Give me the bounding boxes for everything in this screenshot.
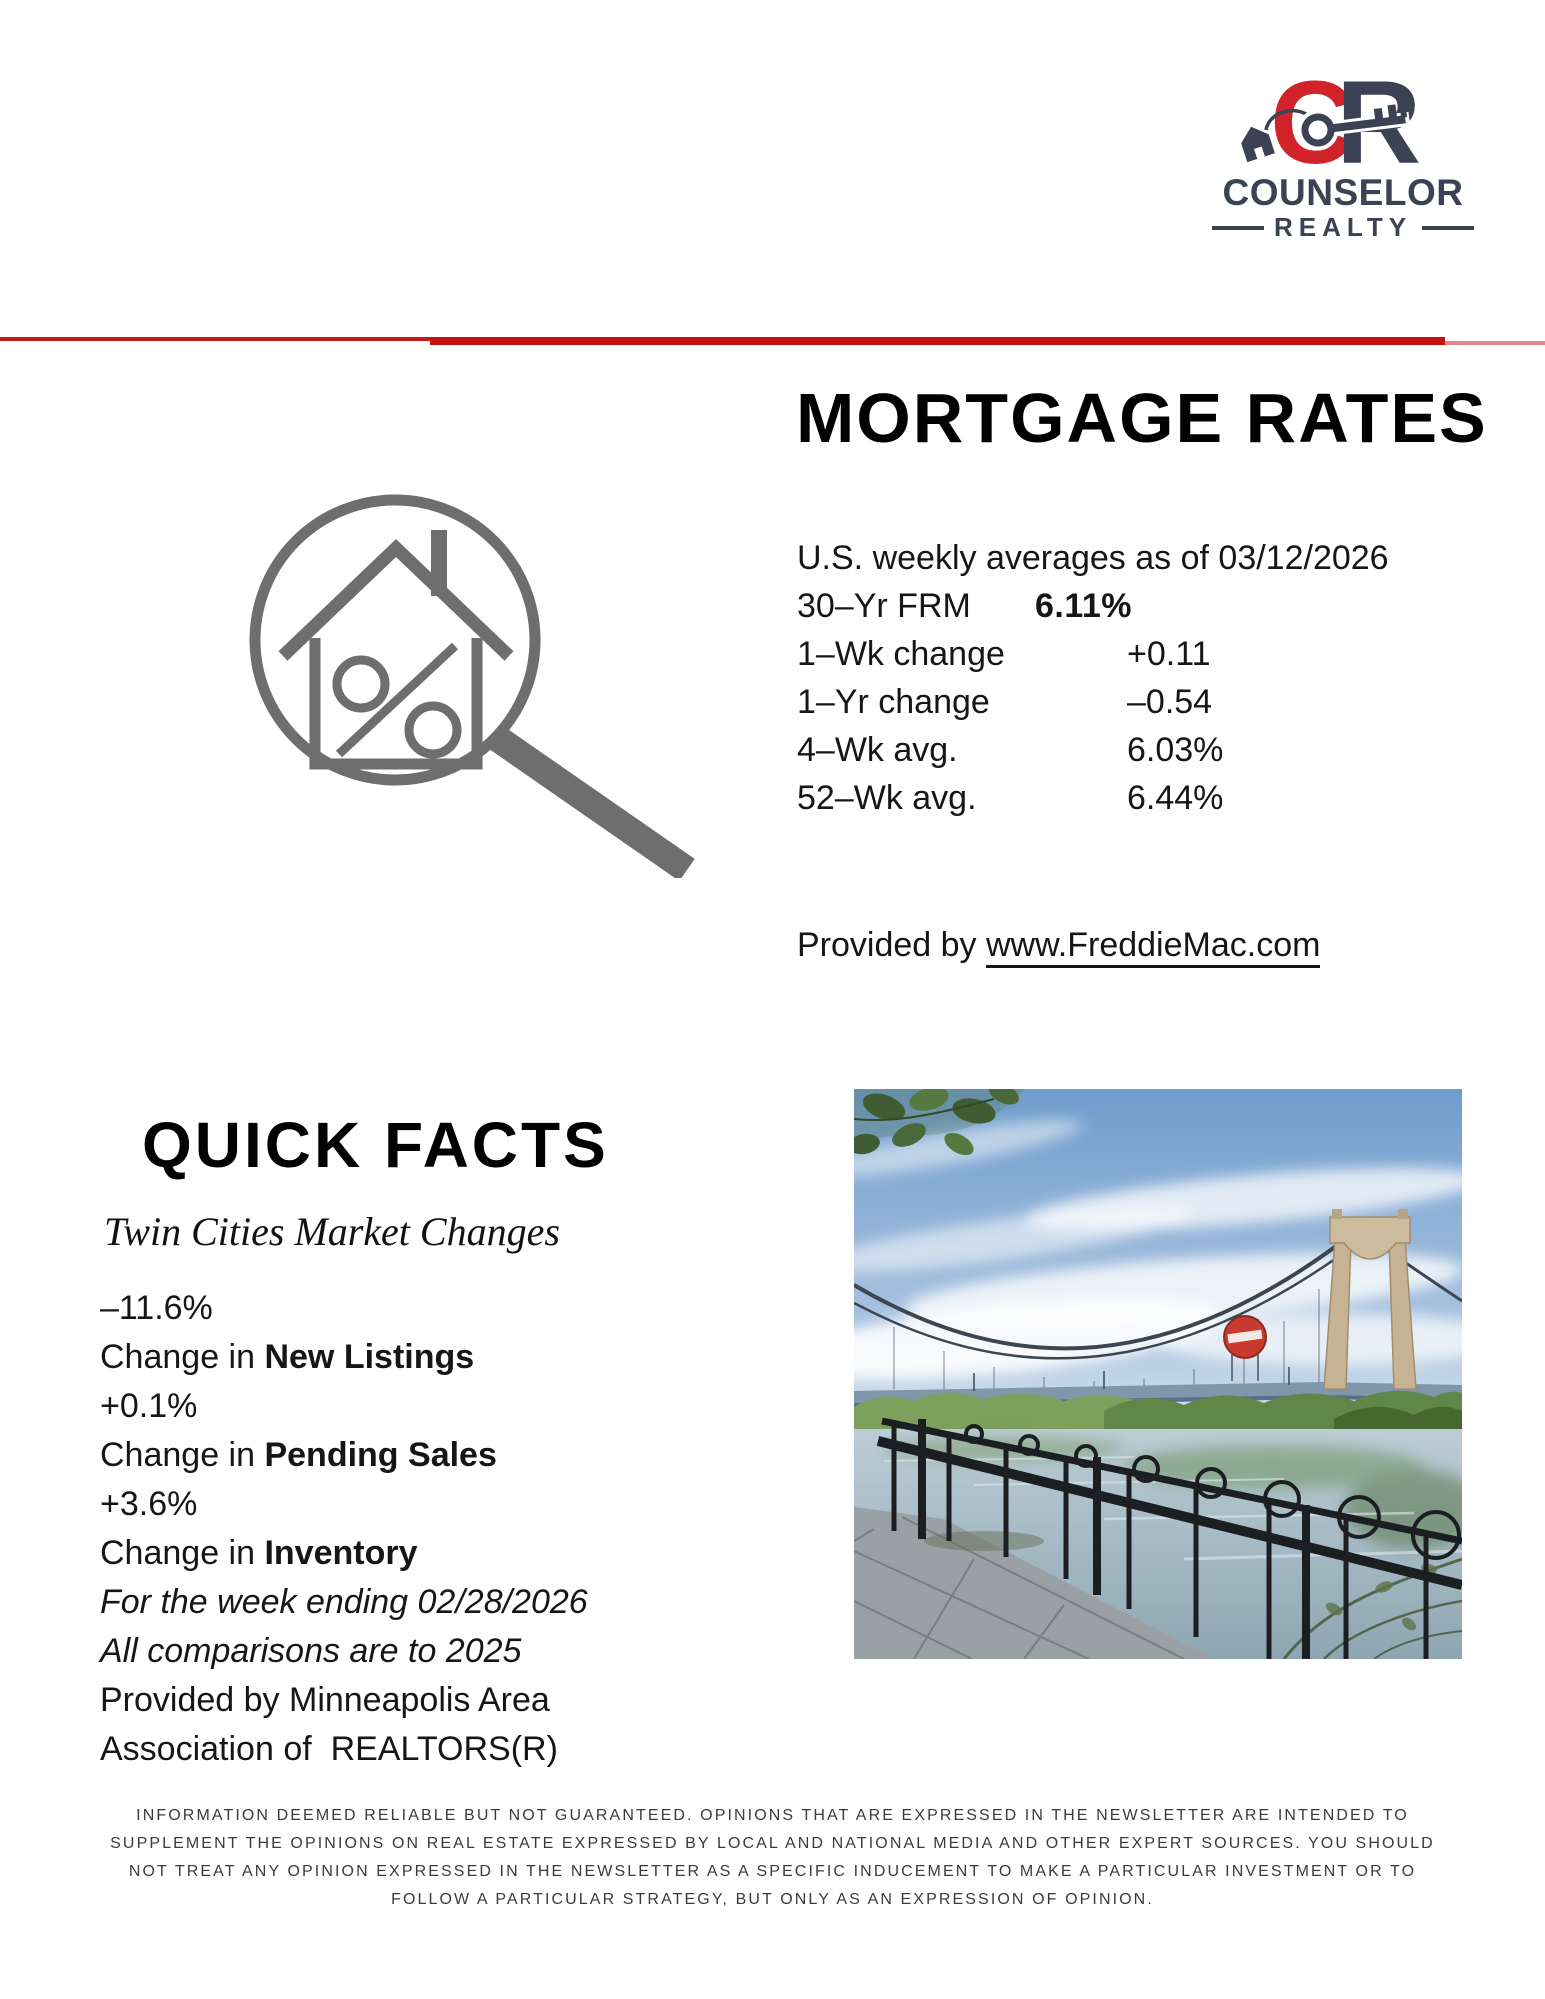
stat-value: +3.6% xyxy=(100,1485,198,1523)
rate-label: 1–Yr change xyxy=(797,683,990,721)
disclaimer-line: NOT TREAT ANY OPINION EXPRESSED IN THE N… xyxy=(128,1863,1417,1880)
stat-label-bold: Inventory xyxy=(264,1534,418,1572)
cr-key-monogram-icon: C R xyxy=(1237,60,1421,178)
house-percent-magnifier-icon xyxy=(249,494,695,878)
mortgage-row-4wk: 4–Wk avg. 6.03% xyxy=(797,726,1389,774)
qf-source-line-1: Provided by Minneapolis Area xyxy=(100,1681,550,1719)
rate-value: 6.03% xyxy=(1127,731,1224,769)
freddiemac-link[interactable]: www.FreddieMac.com xyxy=(986,926,1321,968)
stat-label: Change in New Listings xyxy=(100,1333,588,1382)
brand-subname-row: REALTY xyxy=(1211,212,1475,243)
mortgage-row-1yr: 1–Yr change –0.54 xyxy=(797,678,1389,726)
overhanging-leaves xyxy=(854,1089,1024,1156)
mortgage-rates-table: U.S. weekly averages as of 03/12/2026 30… xyxy=(797,534,1389,822)
disclaimer-line: INFORMATION DEEMED RELIABLE BUT NOT GUAR… xyxy=(136,1807,1409,1824)
mortgage-row-52wk: 52–Wk avg. 6.44% xyxy=(797,774,1389,822)
red-divider-rule xyxy=(0,337,1545,345)
quick-facts-title: QUICK FACTS xyxy=(142,1109,609,1181)
divider-left-segment xyxy=(0,337,430,341)
legal-disclaimer: INFORMATION DEEMED RELIABLE BUT NOT GUAR… xyxy=(0,1802,1545,1914)
rate-label: 30–Yr FRM xyxy=(797,587,971,625)
brand-name: COUNSELOR xyxy=(1222,172,1464,213)
rate-value: 6.11% xyxy=(1035,587,1133,625)
iron-railing xyxy=(876,1417,1462,1659)
house-keyfob-icon xyxy=(1237,122,1279,166)
disclaimer-line: SUPPLEMENT THE OPINIONS ON REAL ESTATE E… xyxy=(110,1835,1435,1852)
stat-label-bold: New Listings xyxy=(264,1338,475,1376)
stat-label-bold: Pending Sales xyxy=(264,1436,497,1474)
stat-label: Change in Inventory xyxy=(100,1529,588,1578)
quick-facts-subtitle: Twin Cities Market Changes xyxy=(104,1209,560,1254)
riverfront-bridge-photo xyxy=(854,1089,1462,1659)
mortgage-source-line: Provided by www.FreddieMac.com xyxy=(797,926,1321,968)
comparison-note: All comparisons are to 2025 xyxy=(100,1632,522,1670)
divider-right-segment xyxy=(1445,341,1545,345)
stat-label-prefix: Change in xyxy=(100,1436,265,1474)
left-dash xyxy=(1211,225,1264,230)
stat-label-prefix: Change in xyxy=(100,1338,265,1376)
mortgage-row-frm: 30–Yr FRM 6.11% xyxy=(797,582,1389,630)
right-dash xyxy=(1422,225,1475,230)
qf-source-line-2: Association of REALTORS(R) xyxy=(100,1730,558,1768)
stat-label: Change in Pending Sales xyxy=(100,1431,588,1480)
rate-value: –0.54 xyxy=(1127,683,1213,721)
divider-main-segment xyxy=(430,337,1445,345)
rate-label: 1–Wk change xyxy=(797,635,1005,673)
rate-value: +0.11 xyxy=(1127,635,1211,673)
stat-value: +0.1% xyxy=(100,1387,198,1425)
stat-label-prefix: Change in xyxy=(100,1534,265,1572)
quick-facts-stats: –11.6% Change in New Listings +0.1% Chan… xyxy=(100,1284,588,1774)
stat-value: –11.6% xyxy=(100,1289,213,1327)
mortgage-rates-title: MORTGAGE RATES xyxy=(796,379,1488,457)
counselor-realty-logo: C R COUNSELOR REALTY xyxy=(1211,60,1475,245)
bridge-scene-illustration xyxy=(854,1089,1462,1659)
rate-label: 4–Wk avg. xyxy=(797,731,958,769)
rate-label: 52–Wk avg. xyxy=(797,779,977,817)
brand-subname: REALTY xyxy=(1273,212,1413,242)
bridge-tower xyxy=(1323,1209,1417,1390)
provided-by-text: Provided by xyxy=(797,926,986,964)
grain-belt-sign xyxy=(1223,1315,1267,1381)
key-icon xyxy=(1297,104,1411,151)
mortgage-asof-line: U.S. weekly averages as of 03/12/2026 xyxy=(797,539,1389,577)
week-ending-note: For the week ending 02/28/2026 xyxy=(100,1583,588,1621)
disclaimer-line: FOLLOW A PARTICULAR STRATEGY, BUT ONLY A… xyxy=(391,1891,1154,1908)
rate-value: 6.44% xyxy=(1127,779,1224,817)
mortgage-row-1wk: 1–Wk change +0.11 xyxy=(797,630,1389,678)
